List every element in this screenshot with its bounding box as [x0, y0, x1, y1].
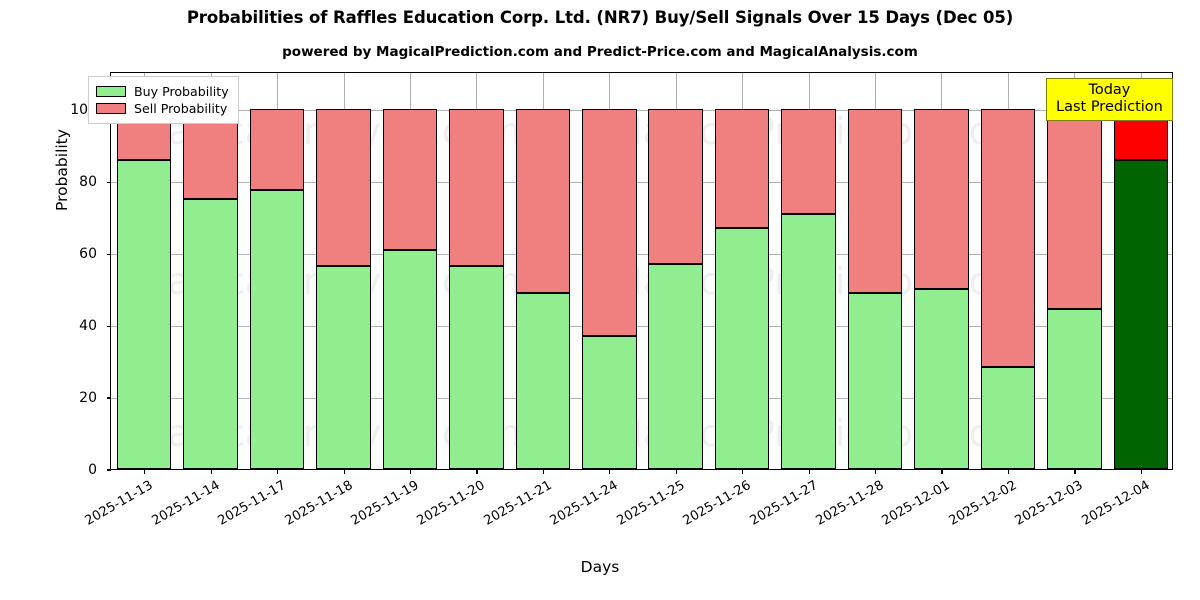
x-tick-mark	[277, 469, 279, 474]
bar-segment-sell[interactable]	[449, 109, 504, 266]
bar-stack[interactable]	[781, 71, 836, 469]
bar-segment-sell[interactable]	[714, 109, 770, 229]
bar-segment-sell[interactable]	[648, 109, 703, 265]
x-tick-mark	[808, 469, 810, 474]
bar-segment-sell[interactable]	[582, 109, 637, 336]
bar-segment-buy[interactable]	[249, 190, 305, 469]
bar-stack[interactable]	[914, 71, 969, 469]
legend-label-buy: Buy Probability	[134, 84, 229, 99]
y-gridline	[111, 110, 1172, 112]
bar-segment-sell[interactable]	[249, 109, 305, 191]
y-tick-label: 80	[79, 174, 97, 191]
x-tick-mark	[1140, 469, 1142, 474]
bar-stack[interactable]	[249, 71, 305, 469]
x-tick-mark	[144, 469, 146, 474]
plot-top-border	[110, 72, 1173, 74]
y-tick-mark	[106, 325, 111, 327]
bar-segment-sell[interactable]	[1047, 109, 1102, 309]
chart-title: Probabilities of Raffles Education Corp.…	[186, 8, 1014, 27]
x-tick-mark	[875, 469, 877, 474]
bar-stack[interactable]	[183, 71, 238, 469]
y-tick-label: 20	[79, 390, 97, 407]
y-tick-mark	[106, 253, 111, 255]
y-gridline	[111, 182, 1172, 184]
bar-stack[interactable]	[847, 71, 903, 469]
bar-stack[interactable]	[449, 71, 504, 469]
x-tick-mark	[210, 469, 212, 474]
bar-segment-sell[interactable]	[980, 109, 1036, 367]
x-tick-mark	[742, 469, 744, 474]
today-annotation-line1: Today	[1088, 82, 1131, 98]
chart-legend: Buy Probability Sell Probability	[88, 76, 239, 124]
bar-segment-sell[interactable]	[914, 109, 969, 290]
y-tick-mark	[106, 469, 111, 471]
bar-stack[interactable]	[316, 71, 371, 469]
legend-label-sell: Sell Probability	[134, 101, 228, 116]
bar-segment-buy[interactable]	[847, 292, 903, 469]
y-tick-label: 0	[88, 462, 97, 478]
bar-segment-buy[interactable]	[382, 249, 438, 469]
bar-stack[interactable]	[382, 71, 438, 469]
bar-segment-buy[interactable]	[1113, 159, 1168, 469]
x-tick-mark	[1074, 469, 1076, 474]
chart-subtitle: powered by MagicalPrediction.com and Pre…	[282, 44, 918, 60]
bar-stack[interactable]	[980, 71, 1036, 469]
bar-stack[interactable]	[714, 71, 770, 469]
x-tick-mark	[409, 469, 412, 474]
bar-segment-sell[interactable]	[316, 109, 371, 266]
bar-stack[interactable]	[1113, 71, 1168, 469]
legend-swatch-sell-icon	[96, 103, 126, 114]
y-tick-mark	[106, 397, 111, 399]
bar-segment-buy[interactable]	[648, 264, 703, 469]
y-tick-label: 40	[79, 318, 97, 335]
bar-segment-buy[interactable]	[316, 265, 371, 469]
x-tick-mark	[941, 469, 943, 474]
bar-stack[interactable]	[116, 71, 172, 469]
bar-stack[interactable]	[515, 71, 571, 469]
bar-segment-sell[interactable]	[382, 109, 438, 250]
y-gridline	[111, 326, 1172, 328]
x-tick-mark	[1007, 469, 1010, 474]
bar-segment-sell[interactable]	[781, 109, 836, 214]
bar-segment-buy[interactable]	[515, 292, 571, 469]
bar-segment-buy[interactable]	[781, 213, 836, 469]
x-tick-mark	[476, 469, 478, 474]
y-axis-label: Probability	[53, 129, 71, 211]
legend-swatch-buy-icon	[96, 86, 126, 97]
x-axis-label: Days	[580, 558, 620, 576]
y-tick-mark	[106, 181, 111, 183]
y-gridline	[111, 398, 1172, 400]
x-tick-mark	[675, 469, 677, 474]
bar-segment-buy[interactable]	[1047, 309, 1102, 469]
bar-segment-buy[interactable]	[714, 228, 770, 469]
bar-stack[interactable]	[1047, 71, 1102, 469]
bar-segment-sell[interactable]	[847, 109, 903, 293]
bar-segment-sell[interactable]	[183, 109, 238, 200]
x-tick-mark	[542, 469, 545, 474]
today-annotation-line2: Last Prediction	[1056, 98, 1163, 115]
bar-segment-buy[interactable]	[914, 289, 969, 469]
bar-segment-buy[interactable]	[183, 199, 238, 469]
bar-segment-buy[interactable]	[582, 335, 637, 469]
bar-stack[interactable]	[582, 71, 637, 469]
x-tick-mark	[343, 469, 345, 474]
bar-segment-buy[interactable]	[449, 265, 504, 469]
x-tick-mark	[609, 469, 611, 474]
bar-segment-buy[interactable]	[980, 366, 1036, 469]
bar-segment-sell[interactable]	[515, 109, 571, 293]
legend-item-buy: Buy Probability	[96, 83, 229, 100]
y-gridline	[111, 254, 1172, 256]
y-tick-label: 60	[79, 246, 97, 263]
today-annotation: Today Last Prediction	[1046, 78, 1173, 121]
legend-item-sell: Sell Probability	[96, 100, 229, 117]
plot-area: MagicalAnalysis.comMagicalPrediction.com…	[53, 71, 1173, 529]
bar-stack[interactable]	[648, 71, 703, 469]
bar-segment-buy[interactable]	[116, 159, 172, 469]
